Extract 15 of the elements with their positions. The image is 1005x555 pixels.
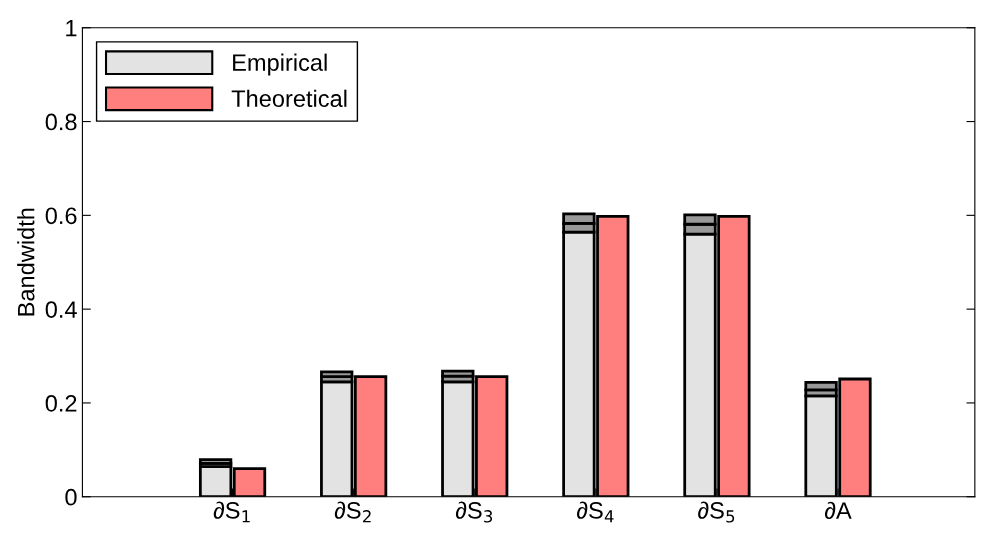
legend-label: Theoretical — [231, 89, 347, 108]
y-axis-title: Bandwidth — [17, 208, 35, 316]
y-tick-label: 0 — [65, 488, 77, 506]
legend-label: Empirical — [233, 53, 327, 76]
y-tick-label: 0.8 — [45, 113, 77, 131]
x-tick-label: ∂S$_{4}$ — [577, 501, 614, 523]
x-tick-label: ∂S$_{2}$ — [334, 501, 371, 523]
y-tick-label: 1 — [66, 20, 77, 37]
y-tick-label: 0.4 — [45, 301, 77, 318]
x-tick-label: ∂S$_{3}$ — [455, 501, 493, 523]
x-tick-label: ∂S$_{5}$ — [698, 501, 735, 523]
x-tick-label: ∂S$_{1}$ — [213, 501, 250, 523]
y-tick-label: 0.6 — [45, 207, 77, 225]
y-tick-label: 0.2 — [45, 395, 77, 412]
x-tick-label: ∂A — [824, 501, 852, 520]
